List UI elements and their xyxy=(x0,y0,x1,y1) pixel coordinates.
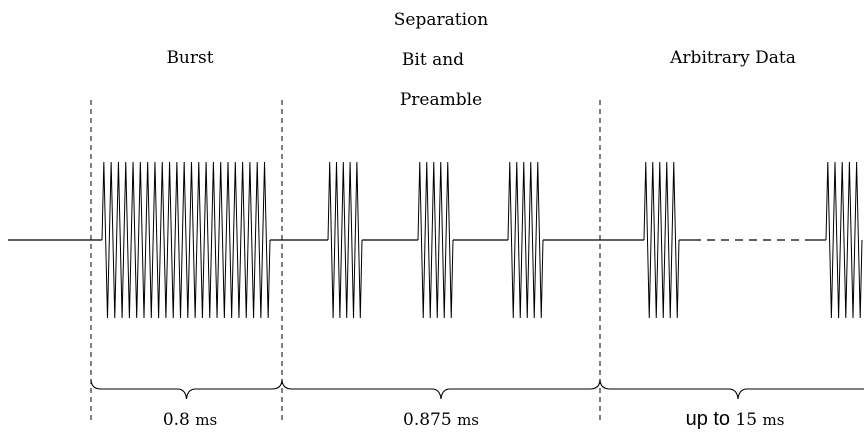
oscillation-bursts xyxy=(101,161,863,319)
duration-label-arbitrary: up to 15 ms xyxy=(686,409,785,429)
preamble-pulse-3 xyxy=(507,161,544,319)
duration-prefix-arbitrary: up to xyxy=(685,408,731,430)
section-label-separation: Separation xyxy=(393,10,489,30)
duration-value-burst: 0.8 xyxy=(162,410,190,430)
brace-data xyxy=(599,378,864,400)
duration-value-arbitrary: 15 xyxy=(735,410,758,430)
section-label-arbitrary-data: Arbitrary Data xyxy=(670,48,796,68)
duration-label-burst: 0.8 ms xyxy=(163,412,217,429)
duration-unit-separation: ms xyxy=(457,411,479,429)
preamble-pulse-1 xyxy=(327,161,363,319)
data-pulse-2 xyxy=(825,161,863,319)
duration-label-separation: 0.875 ms xyxy=(403,412,479,429)
data-pulse-1 xyxy=(643,161,680,319)
section-label-burst: Burst xyxy=(166,48,214,68)
burst-waveform xyxy=(101,161,271,319)
preamble-pulse-2 xyxy=(417,161,454,319)
duration-value-separation: 0.875 xyxy=(403,410,452,430)
brace-preamble xyxy=(281,378,601,400)
duration-unit-arbitrary: ms xyxy=(762,411,785,429)
brace-burst xyxy=(90,378,283,400)
section-label-preamble: Preamble xyxy=(399,90,483,110)
section-label-bit-and: Bit and xyxy=(401,50,465,70)
duration-unit-burst: ms xyxy=(195,411,218,429)
duration-braces xyxy=(90,378,864,400)
